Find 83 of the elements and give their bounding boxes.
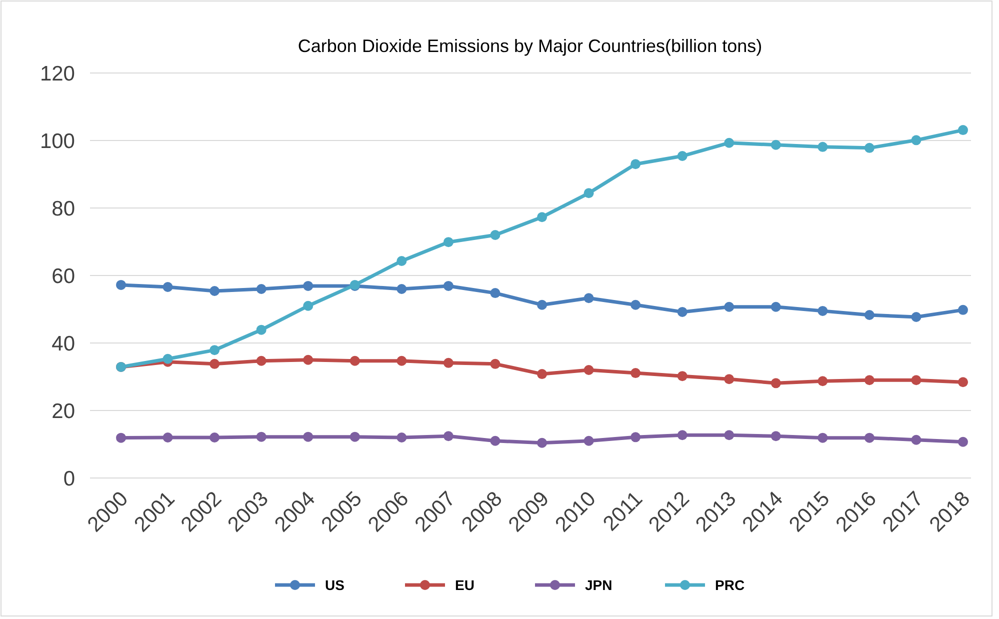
point bbox=[630, 300, 641, 310]
point bbox=[303, 280, 314, 291]
legend-label: EU bbox=[455, 576, 474, 593]
legend-label: JPN bbox=[585, 576, 612, 593]
point bbox=[396, 432, 407, 442]
point bbox=[443, 280, 454, 291]
point bbox=[210, 432, 220, 442]
point bbox=[162, 354, 173, 364]
point bbox=[443, 431, 454, 442]
point bbox=[443, 237, 454, 248]
point bbox=[537, 438, 547, 448]
point bbox=[162, 282, 173, 292]
point bbox=[630, 368, 641, 378]
y-tick-label: 20 bbox=[52, 400, 75, 423]
point bbox=[911, 434, 922, 445]
point bbox=[677, 306, 688, 317]
point bbox=[958, 304, 968, 315]
point bbox=[396, 256, 407, 266]
point bbox=[584, 436, 594, 446]
point bbox=[537, 300, 547, 310]
point bbox=[537, 212, 547, 222]
point bbox=[116, 280, 126, 290]
point bbox=[630, 159, 641, 170]
point bbox=[770, 378, 781, 388]
point bbox=[256, 284, 266, 294]
point bbox=[490, 358, 500, 369]
point bbox=[724, 430, 734, 440]
chart-title: Carbon Dioxide Emissions by Major Countries(billion tons) bbox=[298, 36, 762, 56]
point bbox=[724, 302, 734, 312]
point bbox=[958, 377, 968, 388]
point bbox=[303, 300, 314, 311]
point bbox=[677, 430, 688, 440]
y-tick-label: 60 bbox=[52, 264, 75, 288]
point bbox=[911, 312, 922, 322]
point bbox=[396, 284, 407, 294]
point bbox=[958, 125, 968, 136]
point bbox=[490, 288, 500, 298]
legend-label: PRC bbox=[715, 576, 745, 593]
point bbox=[210, 286, 220, 296]
point bbox=[770, 431, 781, 442]
y-tick-label: 80 bbox=[52, 197, 75, 220]
point bbox=[724, 138, 734, 148]
point bbox=[116, 432, 126, 443]
point bbox=[818, 376, 828, 386]
point bbox=[864, 432, 874, 443]
point bbox=[303, 354, 314, 365]
point bbox=[443, 358, 454, 368]
point bbox=[677, 151, 688, 162]
y-tick-label: 0 bbox=[63, 467, 75, 490]
point bbox=[677, 371, 688, 382]
point bbox=[911, 375, 922, 386]
point bbox=[490, 230, 500, 240]
point bbox=[303, 432, 314, 442]
point bbox=[818, 142, 828, 152]
point bbox=[210, 345, 220, 356]
point bbox=[537, 369, 547, 380]
point bbox=[770, 140, 781, 150]
point bbox=[770, 302, 781, 312]
point bbox=[724, 374, 734, 384]
legend-label: US bbox=[325, 576, 344, 593]
point bbox=[350, 432, 360, 442]
point bbox=[584, 188, 594, 198]
point bbox=[396, 356, 407, 366]
point bbox=[864, 310, 874, 320]
point bbox=[162, 432, 173, 442]
y-tick-label: 100 bbox=[40, 130, 75, 153]
point bbox=[864, 142, 874, 153]
point bbox=[911, 135, 922, 146]
point bbox=[818, 306, 828, 316]
point bbox=[630, 432, 641, 442]
point bbox=[584, 365, 594, 375]
point bbox=[584, 293, 594, 304]
point bbox=[210, 358, 220, 369]
point bbox=[350, 356, 360, 366]
point bbox=[256, 324, 266, 335]
y-tick-label: 120 bbox=[40, 62, 75, 86]
y-tick-label: 40 bbox=[52, 332, 75, 356]
point bbox=[864, 375, 874, 386]
point bbox=[958, 436, 968, 447]
point bbox=[490, 436, 500, 446]
point bbox=[818, 432, 828, 443]
point bbox=[256, 432, 266, 442]
point bbox=[256, 356, 266, 366]
